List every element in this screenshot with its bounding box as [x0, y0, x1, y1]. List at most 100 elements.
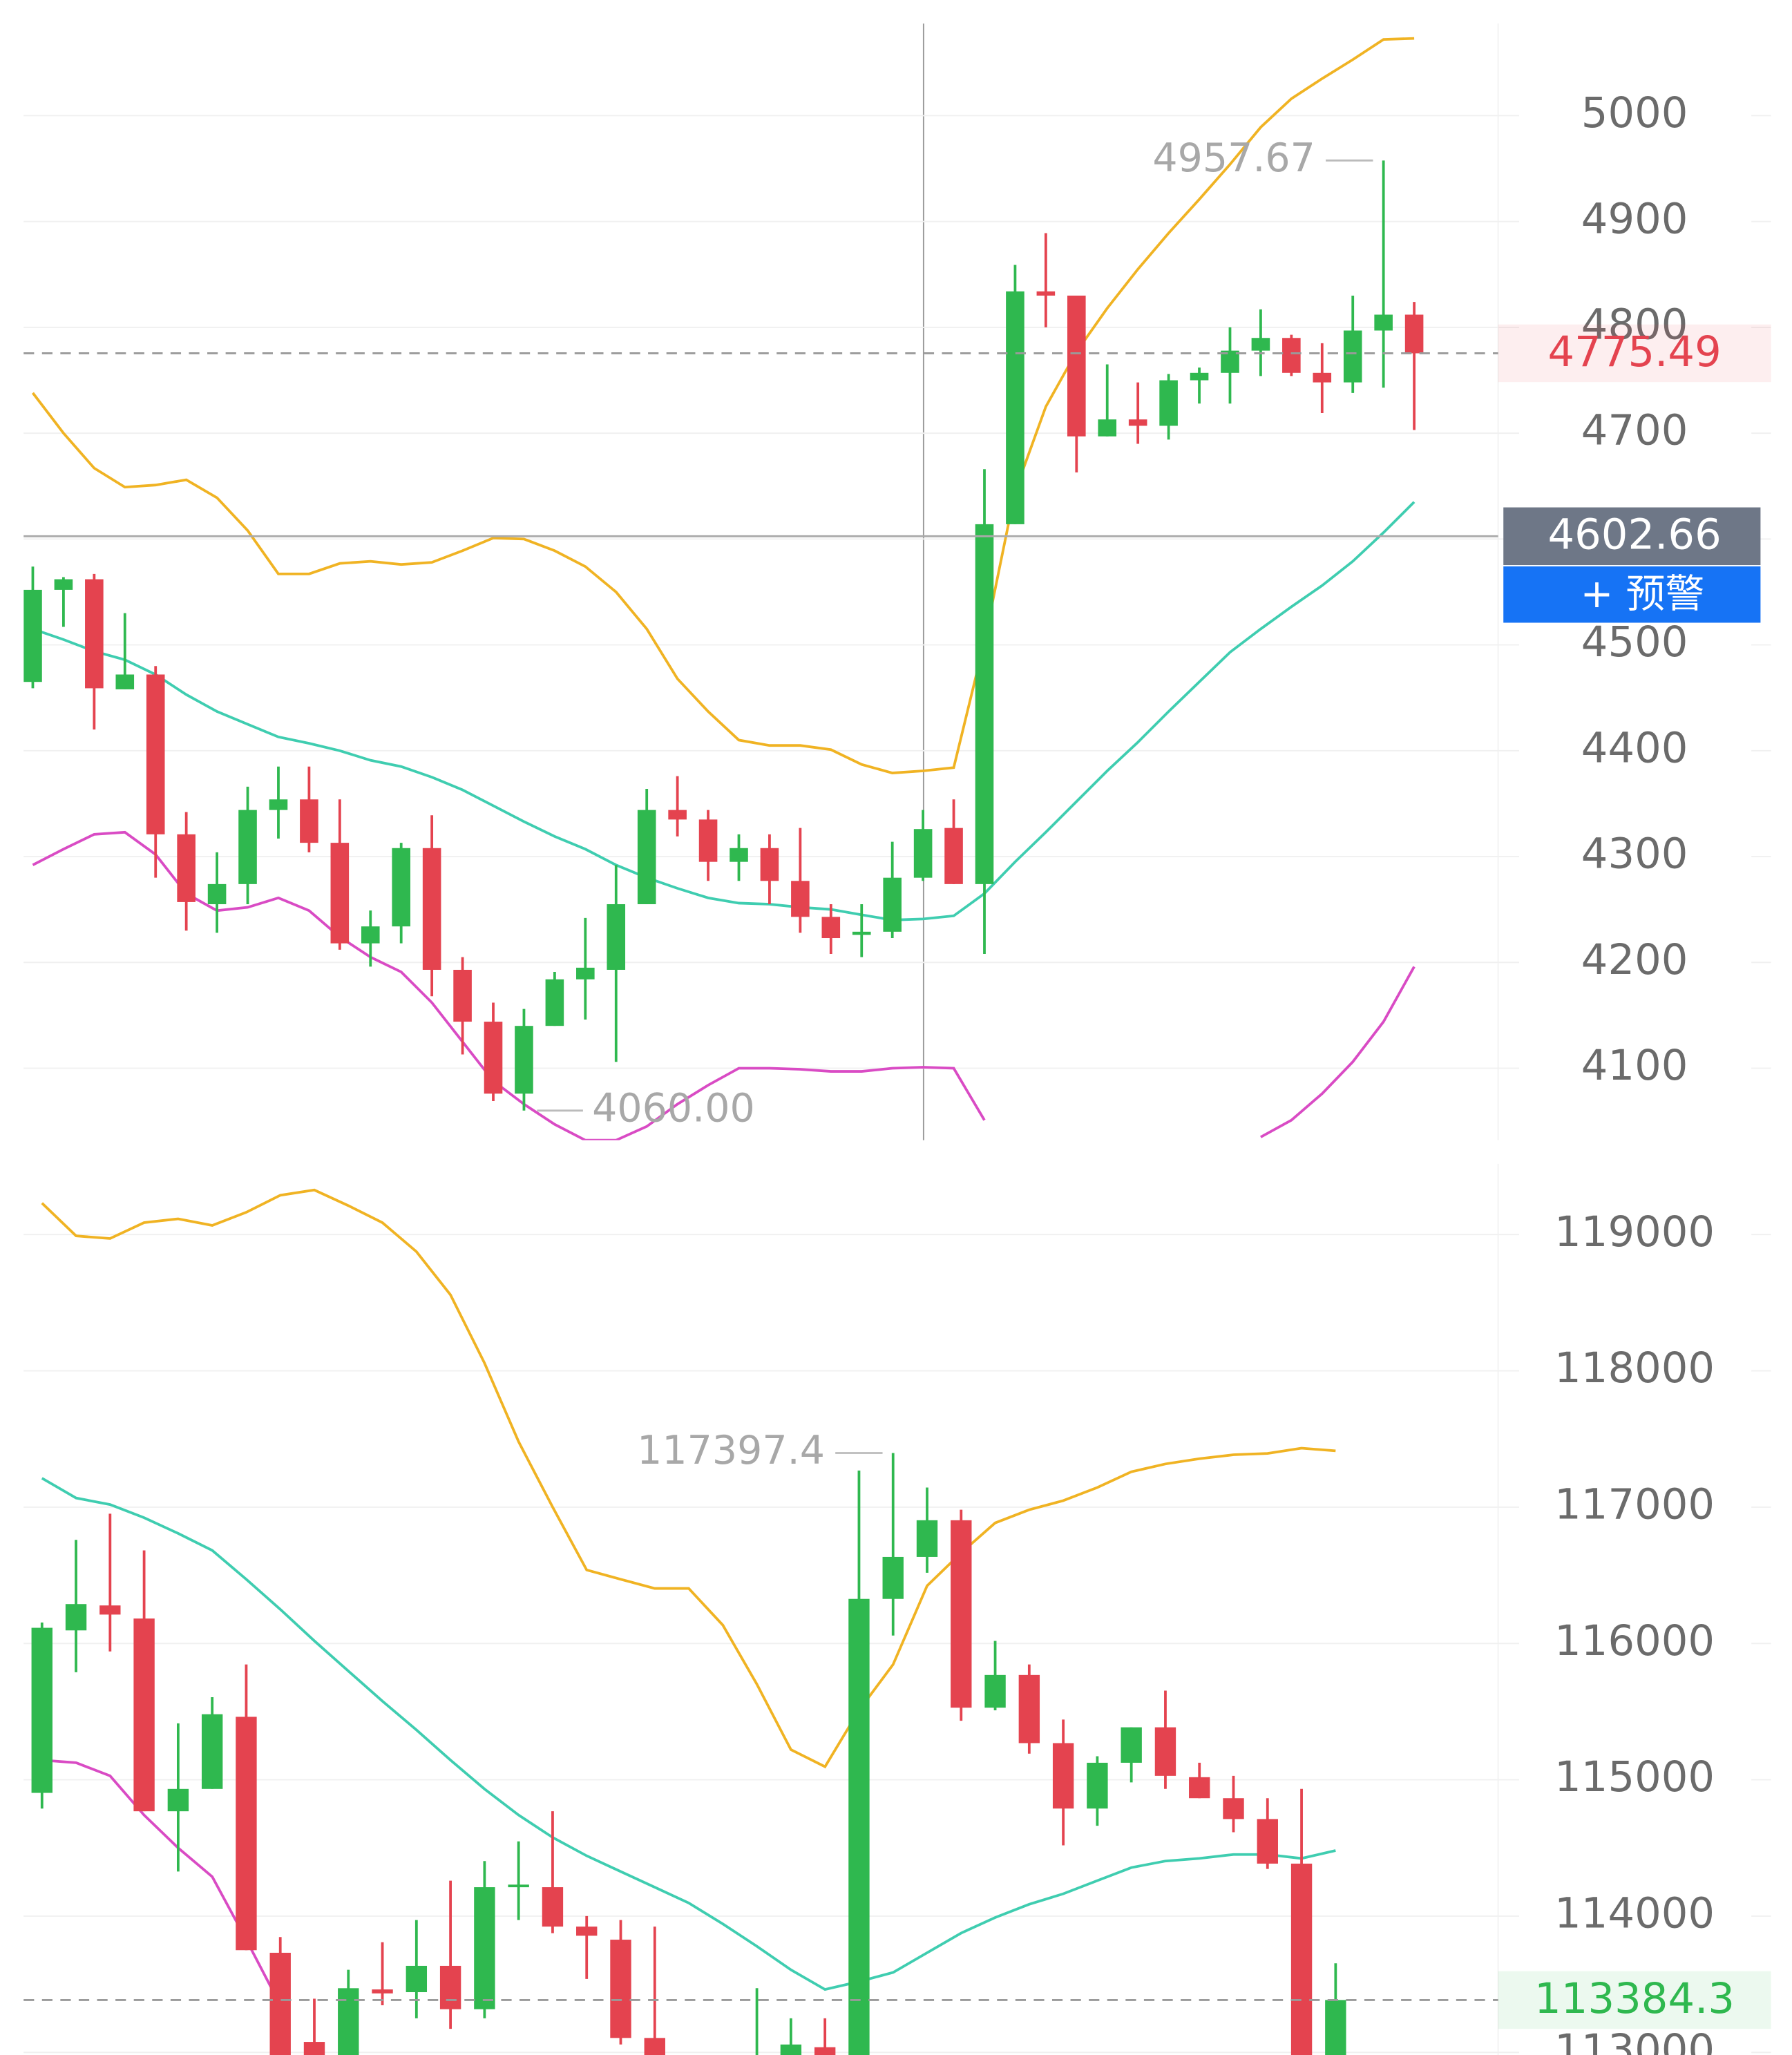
candle-body [338, 1988, 359, 2055]
candle-body [1052, 1743, 1074, 1809]
candle-body [422, 848, 441, 970]
band-line [31, 37, 1415, 774]
candle-body [1290, 1863, 1313, 2055]
y-tick-label: 115000 [1554, 1753, 1715, 1801]
candle-body [484, 1022, 503, 1094]
candle-body [1223, 1798, 1244, 1819]
candle-body [23, 589, 42, 682]
candle-body [852, 931, 871, 935]
candle-body [1282, 338, 1301, 373]
candle-body [1313, 372, 1332, 383]
candle-body [545, 979, 564, 1026]
candle-body [1189, 1777, 1210, 1799]
high-annotation: 117397.4 [637, 1428, 825, 1473]
candle-body [269, 799, 288, 810]
candle-body [133, 1618, 155, 1812]
candle-body [760, 848, 779, 881]
candle-body [916, 1520, 938, 1557]
candle-body [610, 1940, 631, 2038]
candle-body [984, 1674, 1006, 1708]
alert-button-label[interactable]: + 预警 [1581, 571, 1705, 617]
candle-body [542, 1887, 564, 1927]
candle-body [1036, 291, 1056, 296]
high-annotation: 4957.67 [1152, 135, 1315, 181]
candle-body [1190, 372, 1209, 381]
candle-body [167, 1788, 189, 1812]
candle-body [913, 829, 933, 878]
y-tick-label: 4700 [1581, 407, 1688, 455]
candle-body [361, 926, 380, 944]
y-tick-label: 118000 [1554, 1344, 1715, 1393]
candle-body [848, 1598, 870, 2055]
alert-button-bg[interactable] [1503, 566, 1761, 623]
candle-body [146, 674, 165, 834]
candle-body [236, 1717, 257, 1951]
candle-body [698, 819, 718, 862]
candle-body [54, 579, 73, 590]
candle-body [1404, 314, 1424, 354]
y-tick-label: 4900 [1581, 195, 1688, 243]
candle-body [515, 1026, 533, 1094]
y-tick-label: 4200 [1581, 936, 1688, 984]
crosshair-label: 4602.66 [1547, 511, 1721, 560]
candle-body [238, 810, 257, 884]
candle-body [1159, 380, 1178, 426]
low-annotation: 4060.00 [592, 1085, 755, 1131]
candle-body [1251, 338, 1270, 351]
candle-body [201, 1714, 223, 1789]
candle-body [115, 674, 135, 689]
candle-body [300, 799, 318, 843]
candle-body [31, 1627, 53, 1793]
candle-body [668, 810, 687, 820]
candle-body [303, 2042, 325, 2055]
alert-button[interactable]: + 预警 [1503, 566, 1761, 623]
band-line [41, 1477, 1336, 1991]
candle-body [883, 877, 902, 932]
y-tick-label: 117000 [1554, 1481, 1715, 1529]
candle-body [406, 1965, 428, 1993]
candle-body [1325, 2000, 1346, 2055]
last-price-box [1498, 324, 1771, 383]
candle-body [944, 828, 963, 884]
candle-body [269, 1952, 291, 2055]
candle-body [1128, 419, 1147, 426]
candle-body [780, 2044, 802, 2055]
crosshair-box [1503, 507, 1761, 566]
candle-body [1257, 1819, 1278, 1864]
plot-area [31, 1188, 1346, 2055]
candle-body [1121, 1727, 1142, 1763]
y-tick-label: 5000 [1581, 89, 1688, 137]
candle-body [439, 1965, 461, 2009]
band-line [32, 501, 1416, 921]
candle-body [1374, 314, 1393, 331]
candle-body [177, 834, 196, 902]
last-price-box [1498, 1971, 1771, 2029]
candle-body [372, 1989, 393, 1994]
y-tick-label: 113000 [1554, 2026, 1715, 2055]
candle-body [392, 848, 410, 927]
y-tick-label: 4300 [1581, 830, 1688, 879]
candle-body [330, 843, 350, 944]
y-tick-label: 4800 [1581, 301, 1688, 350]
candle-body [99, 1605, 121, 1615]
candle-body [576, 1927, 598, 1936]
candle-body [1006, 291, 1024, 524]
y-tick-label: 116000 [1554, 1617, 1715, 1665]
candle-body [1087, 1762, 1108, 1809]
last-price-label: 4775.49 [1547, 328, 1721, 376]
candle-body [821, 917, 841, 939]
candle-body [474, 1887, 495, 2009]
candle-body [453, 969, 472, 1022]
candle-body [814, 2047, 836, 2055]
candle-body [637, 810, 656, 904]
y-tick-label: 119000 [1554, 1208, 1715, 1256]
candle-body [791, 881, 810, 917]
candle-body [1221, 350, 1239, 373]
candle-body [508, 1884, 529, 1888]
candle-body [951, 1520, 972, 1708]
candle-body [85, 579, 104, 689]
y-tick-label: 114000 [1554, 1890, 1715, 1938]
